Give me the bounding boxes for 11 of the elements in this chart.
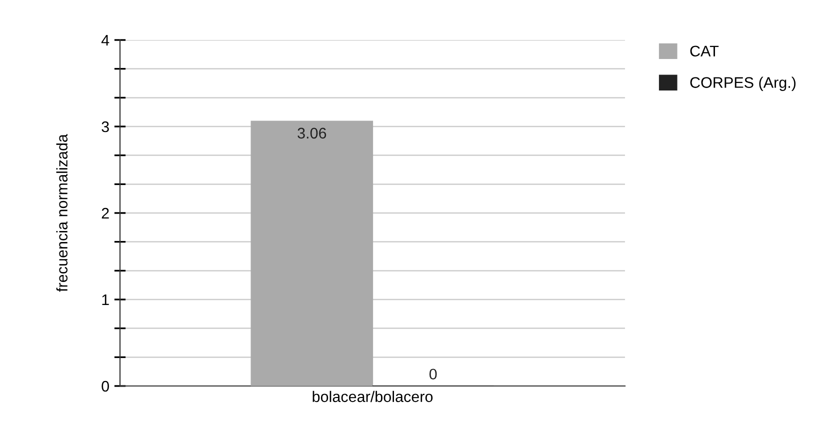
y-tick-label: 3 (102, 121, 109, 132)
legend-label: CORPES (Arg.) (690, 76, 796, 91)
data-label: 3.06 (298, 128, 326, 139)
x-tick-label: bolacear/bolacero (312, 390, 433, 402)
y-tick-label: 2 (102, 208, 109, 219)
legend-label: CAT (690, 46, 719, 57)
y-tick-label: 0 (102, 380, 109, 392)
data-label: 0 (429, 368, 437, 380)
y-tick-label: 4 (101, 35, 110, 46)
y-axis-title: frecuencia normalizada (56, 134, 68, 292)
y-tick-label: 1 (102, 294, 109, 306)
